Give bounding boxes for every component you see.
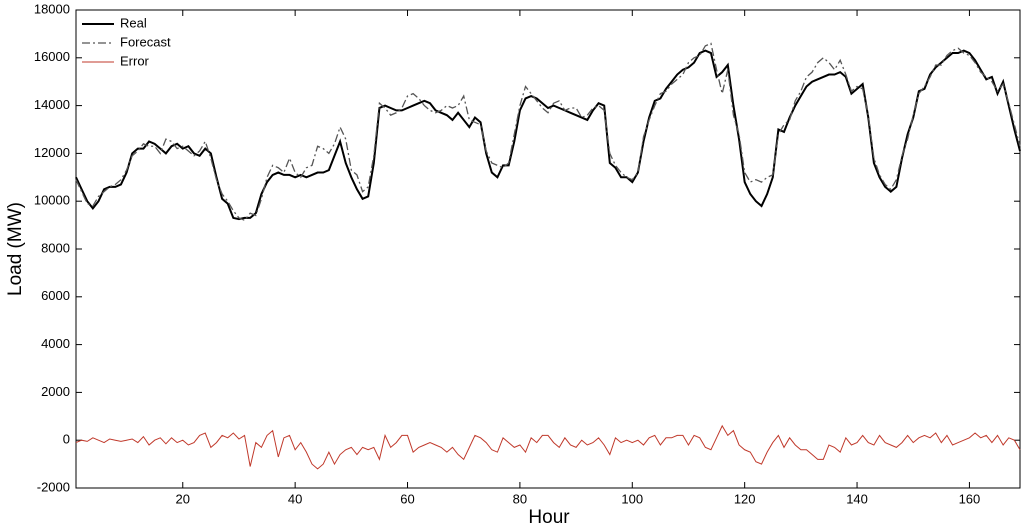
y-tick-label: 0 [63,432,70,447]
y-tick-label: 16000 [34,49,70,64]
plot-frame [75,9,1021,489]
x-tick-label: 140 [846,491,868,506]
y-tick-label: 14000 [34,97,70,112]
legend-label: Real [120,15,147,30]
x-tick-label: 40 [288,491,302,506]
x-tick-label: 60 [400,491,414,506]
y-tick-label: 2000 [41,384,70,399]
series-line [75,49,1021,221]
y-tick-label: 8000 [41,240,70,255]
series-line [75,42,1021,222]
legend-label: Forecast [120,34,171,49]
y-tick-label: 12000 [34,145,70,160]
y-tick-label: -2000 [37,479,70,494]
x-tick-label: 160 [959,491,981,506]
legend-label: Error [120,53,150,68]
y-tick-label: 4000 [41,336,70,351]
x-tick-label: 120 [734,491,756,506]
y-tick-label: 18000 [34,1,70,16]
x-tick-label: 20 [176,491,190,506]
y-axis-title: Load (MW) [5,202,26,296]
x-tick-label: 80 [513,491,527,506]
x-axis-title: Hour [528,507,570,528]
x-tick-label: 100 [621,491,643,506]
y-tick-label: 10000 [34,193,70,208]
series-line [75,424,1021,470]
y-tick-label: 6000 [41,288,70,303]
